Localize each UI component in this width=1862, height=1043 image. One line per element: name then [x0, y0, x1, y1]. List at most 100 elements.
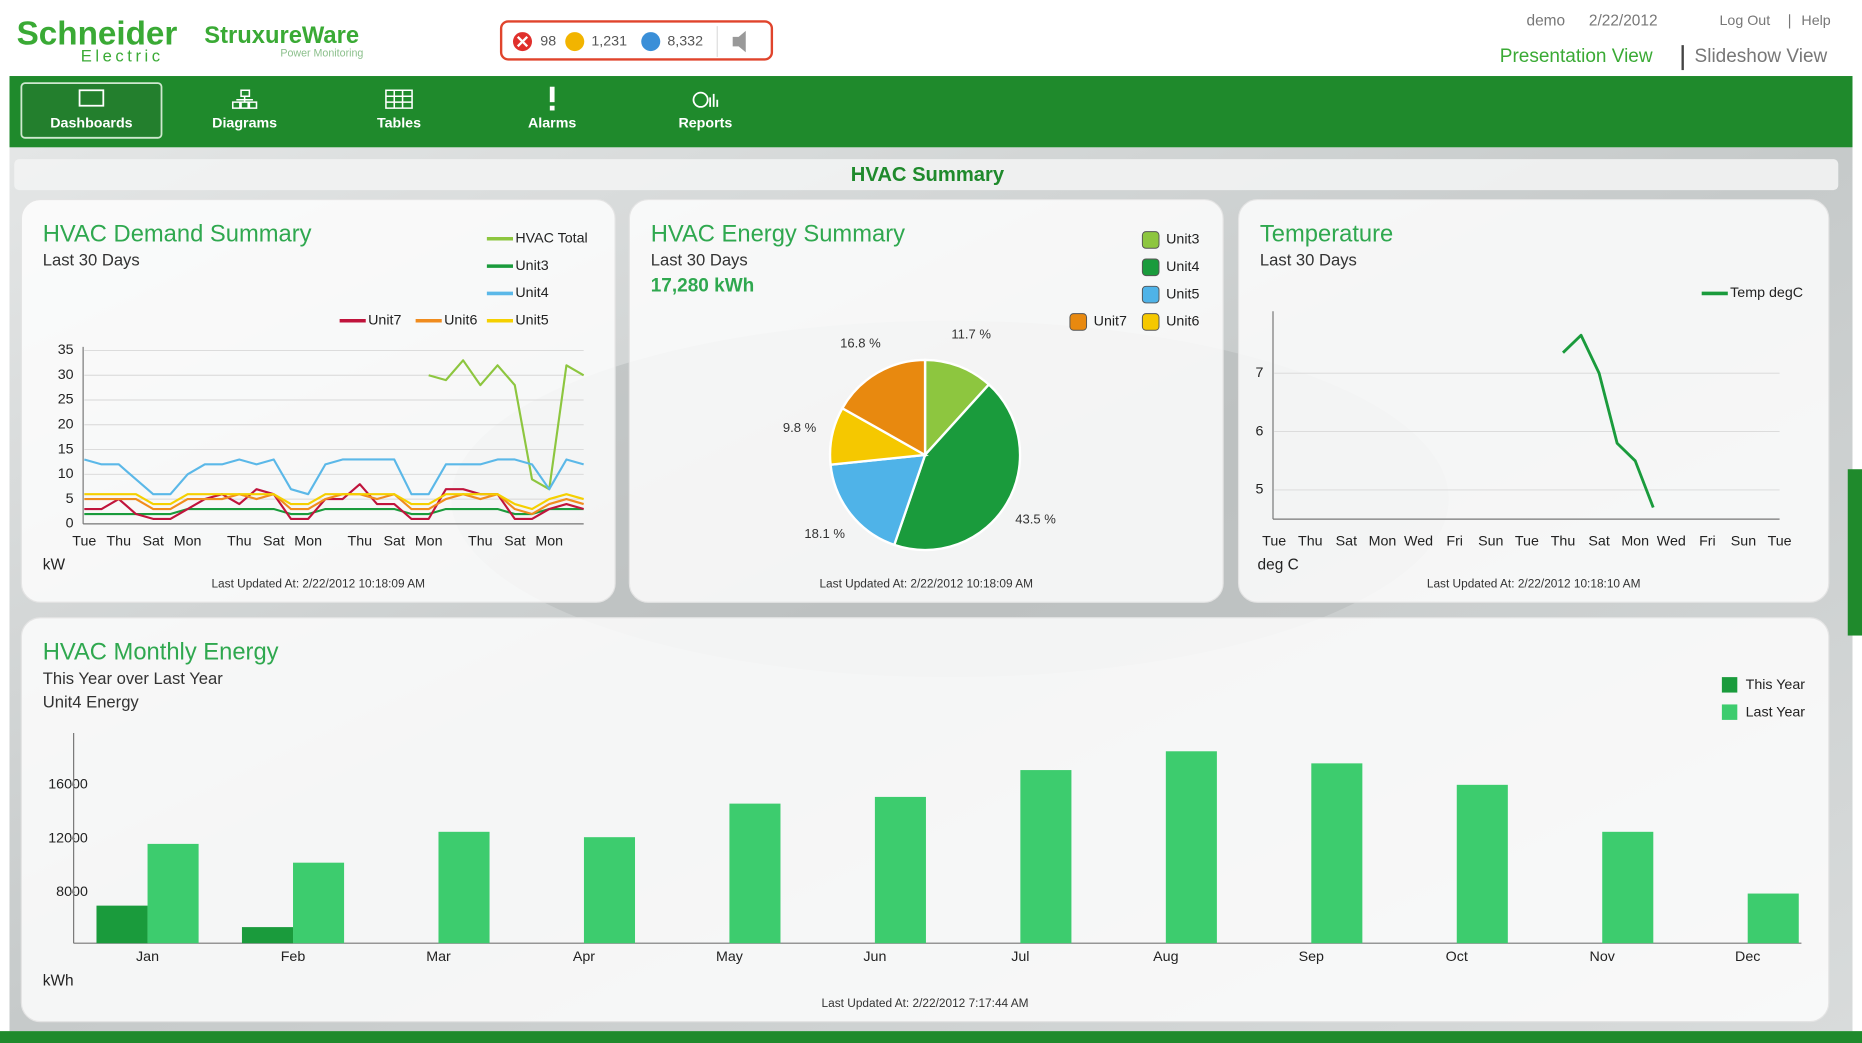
product-sub: Power Monitoring — [280, 47, 363, 59]
x-tick-label: Feb — [281, 949, 306, 965]
legend-label: Unit7 — [368, 313, 401, 329]
legend-label: Unit3 — [515, 258, 548, 274]
bar — [293, 863, 344, 944]
x-tick-label: Sun — [1478, 533, 1503, 549]
nav-label[interactable]: Diagrams — [212, 115, 277, 131]
x-tick-label: Mon — [294, 533, 322, 549]
x-tick-label: Jan — [136, 949, 159, 965]
x-tick-label: Apr — [573, 949, 595, 965]
data-label: 43.5 % — [1015, 512, 1056, 527]
x-tick-label: Sat — [142, 533, 163, 549]
bar — [1457, 785, 1508, 943]
x-tick-label: Sat — [504, 533, 525, 549]
x-tick-label: Jun — [863, 949, 886, 965]
y-axis-label: kW — [43, 557, 66, 574]
warning-icon — [565, 32, 584, 51]
chart-subtitle: This Year over Last Year — [43, 669, 223, 688]
x-tick-label: Thu — [1551, 533, 1576, 549]
y-tick-label: 5 — [66, 491, 74, 507]
x-tick-label: Oct — [1446, 949, 1468, 965]
legend-label: Unit7 — [1094, 314, 1127, 330]
y-axis-label: kWh — [43, 972, 74, 989]
y-tick-label: 16000 — [48, 777, 88, 793]
slideshow-view-link[interactable]: Slideshow View — [1695, 46, 1828, 67]
x-tick-label: Mar — [426, 949, 451, 965]
user: demo — [1527, 12, 1566, 29]
side-tab[interactable] — [1848, 469, 1862, 635]
x-tick-label: Wed — [1404, 533, 1433, 549]
x-tick-label: Nov — [1590, 949, 1616, 965]
x-tick-label: Sat — [384, 533, 405, 549]
x-tick-label: Thu — [106, 533, 131, 549]
bar — [584, 837, 635, 943]
legend-label: Unit4 — [515, 285, 548, 301]
legend-swatch — [1142, 314, 1159, 331]
nav-label[interactable]: Dashboards — [50, 115, 132, 131]
y-tick-label: 12000 — [48, 830, 88, 846]
footer-bar — [0, 1031, 1862, 1043]
legend-label: Unit5 — [515, 313, 548, 329]
data-label: 16.8 % — [840, 336, 881, 351]
chart-total: 17,280 kWh — [651, 275, 754, 296]
dashboard: Schneider Electric StruxureWare Power Mo… — [0, 0, 1862, 1043]
y-tick-label: 6 — [1256, 423, 1264, 439]
legend-swatch — [1722, 677, 1737, 692]
legend-label: Unit6 — [444, 313, 477, 329]
nav-bar — [10, 76, 1853, 147]
chart-subtitle: Last 30 Days — [1260, 251, 1357, 270]
chart-subtitle: Last 30 Days — [43, 251, 140, 270]
x-tick-label: Mon — [535, 533, 563, 549]
y-tick-label: 25 — [58, 392, 74, 408]
x-tick-label: Dec — [1735, 949, 1760, 965]
chart-title: HVAC Demand Summary — [43, 220, 312, 247]
data-label: 9.8 % — [783, 420, 817, 435]
x-tick-label: Tue — [1262, 533, 1286, 549]
nav-label[interactable]: Tables — [377, 115, 421, 131]
x-tick-label: Wed — [1657, 533, 1686, 549]
nav-label[interactable]: Reports — [678, 115, 732, 131]
x-tick-label: Thu — [468, 533, 493, 549]
x-tick-label: Sat — [1588, 533, 1609, 549]
chart-title: HVAC Monthly Energy — [43, 639, 279, 666]
chart-title: Temperature — [1260, 220, 1393, 247]
x-tick-label: Sat — [1336, 533, 1357, 549]
help-link[interactable]: Help — [1801, 13, 1830, 29]
bar — [1166, 751, 1217, 943]
bar — [438, 832, 489, 943]
legend-label: Temp degC — [1730, 285, 1803, 301]
legend-label: HVAC Total — [515, 231, 587, 247]
bar — [96, 906, 147, 944]
x-tick-label: May — [716, 949, 744, 965]
x-tick-label: Tue — [1515, 533, 1539, 549]
legend-label: Unit5 — [1166, 286, 1199, 302]
nav-label[interactable]: Alarms — [528, 115, 576, 131]
x-tick-label: Mon — [174, 533, 202, 549]
last-updated: Last Updated At: 2/22/2012 10:18:09 AM — [819, 577, 1033, 591]
y-tick-label: 5 — [1256, 482, 1264, 498]
chart-title: HVAC Energy Summary — [651, 220, 905, 247]
bar — [1311, 763, 1362, 943]
x-tick-label: Fri — [1699, 533, 1716, 549]
product: StruxureWare — [204, 22, 359, 49]
legend-swatch — [1142, 232, 1159, 249]
y-tick-label: 35 — [58, 342, 74, 358]
legend-label: Unit3 — [1166, 232, 1199, 248]
warning-count: 1,231 — [591, 33, 627, 49]
x-tick-label: Thu — [348, 533, 373, 549]
page: {"header": {"brand": "Schneider", "brand… — [0, 0, 1862, 1043]
logout-link[interactable]: Log Out — [1720, 13, 1771, 29]
legend-swatch — [1142, 259, 1159, 276]
x-tick-label: Aug — [1153, 949, 1178, 965]
x-tick-label: Fri — [1446, 533, 1463, 549]
y-tick-label: 20 — [58, 417, 74, 433]
nav-icon — [550, 106, 555, 111]
bar — [1602, 832, 1653, 943]
nav-icon — [550, 87, 555, 102]
chart-description: Unit4 Energy — [43, 693, 140, 712]
x-tick-label: Mon — [1621, 533, 1649, 549]
brand-sub: Electric — [81, 46, 164, 65]
legend-label: Unit6 — [1166, 314, 1199, 330]
bar — [875, 797, 926, 943]
y-tick-label: 7 — [1256, 365, 1264, 381]
presentation-view-link[interactable]: Presentation View — [1500, 46, 1653, 67]
